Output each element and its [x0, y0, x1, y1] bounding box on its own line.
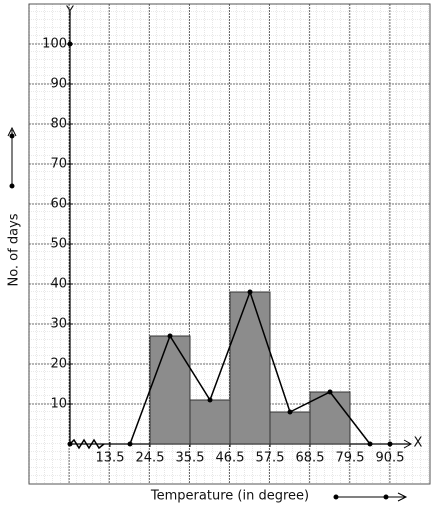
y-tick-label: 20 [50, 357, 67, 372]
y-tick-label: 80 [50, 117, 67, 132]
y-tick-label: 50 [50, 237, 67, 252]
y-tick-label: 90 [50, 77, 67, 92]
x-tick-label: 90.5 [376, 451, 405, 466]
polygon-point [287, 409, 293, 415]
y-tick-label: 30 [50, 317, 67, 332]
polygon-point [207, 397, 213, 403]
bar [269, 411, 311, 445]
x-tick-label: 57.5 [256, 451, 285, 466]
y-tick-label: 40 [50, 277, 67, 292]
arrows [7, 126, 408, 502]
bar [189, 399, 231, 445]
y-end [67, 41, 73, 47]
polygon-point [367, 441, 373, 447]
x-tick-label: 68.5 [296, 451, 325, 466]
x-tick-label: 13.5 [96, 451, 125, 466]
x-axis-label: Temperature (in degree) [150, 489, 309, 504]
y-tick-label: 10 [50, 397, 67, 412]
x-arrow [403, 439, 413, 449]
polygon-point [167, 333, 173, 339]
axis-break [69, 438, 105, 450]
x-end [387, 441, 393, 447]
y-tick-label: 100 [42, 37, 67, 52]
x-tick-label: 35.5 [176, 451, 205, 466]
polygon-point [327, 389, 333, 395]
bar [229, 291, 271, 445]
x-tick-label: 24.5 [136, 451, 165, 466]
polygon-point [247, 289, 253, 295]
y-tick-label: 60 [50, 197, 67, 212]
x-tick-label: 79.5 [336, 451, 365, 466]
bar [149, 335, 191, 445]
polygon-point [127, 441, 133, 447]
x-tick-label: 46.5 [216, 451, 245, 466]
x-axis-name: X [414, 436, 423, 451]
y-axis-label: No. of days [7, 213, 22, 286]
y-tick-label: 70 [50, 157, 67, 172]
